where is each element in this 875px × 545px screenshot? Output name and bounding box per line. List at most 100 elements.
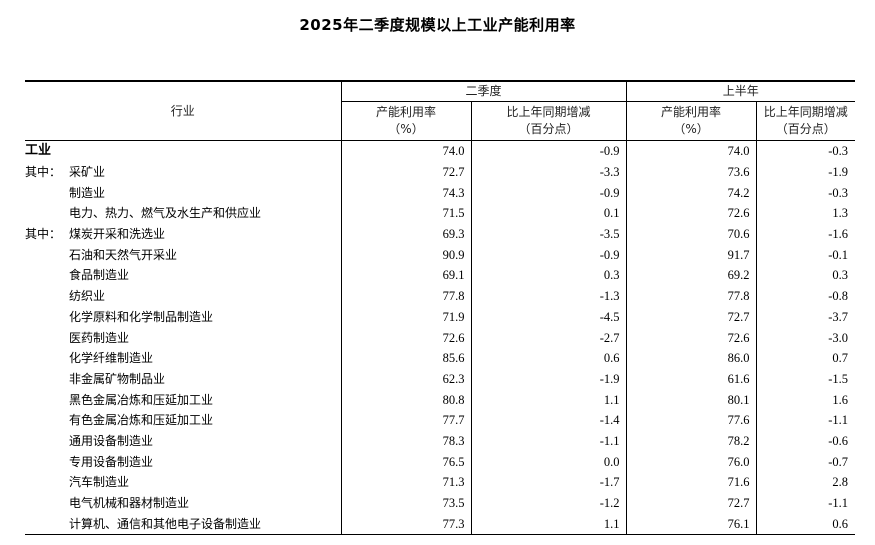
h1-rate-cell: 71.6 <box>625 472 757 493</box>
h1-change-cell: -0.3 <box>755 140 856 162</box>
q2-rate-unit: （%） <box>388 122 424 136</box>
q2-change-cell: 1.1 <box>470 513 627 536</box>
q2-rate-cell: 90.9 <box>340 244 471 266</box>
h1-rate-cell: 72.6 <box>625 327 757 348</box>
q2-rate-cell: 71.5 <box>340 203 471 224</box>
h1-change-cell: -1.1 <box>755 492 856 514</box>
table-row: 有色金属冶炼和压延加工业 77.7 -1.4 77.6 -1.1 <box>25 409 856 431</box>
table-row: 电力、热力、燃气及水生产和供应业 71.5 0.1 72.6 1.3 <box>25 203 856 224</box>
h1-rate-cell: 73.6 <box>625 161 757 183</box>
industry-name: 电力、热力、燃气及水生产和供应业 <box>69 206 262 221</box>
q2-rate-cell: 77.3 <box>340 513 471 536</box>
q2-change-cell: -1.9 <box>470 368 627 390</box>
industry-name-cell: 电气机械和器材制造业 <box>25 493 341 514</box>
h1-change-cell: -3.0 <box>755 327 856 348</box>
q2-change-cell: 0.1 <box>470 203 627 224</box>
q2-rate-cell: 71.3 <box>340 472 471 493</box>
q2-rate-header: 产能利用率 （%） <box>340 101 471 141</box>
industry-name-cell: 食品制造业 <box>25 265 341 286</box>
h1-rate-cell: 74.2 <box>625 182 757 204</box>
h1-rate-cell: 70.6 <box>625 223 757 245</box>
table-row: 化学原料和化学制品制造业 71.9 -4.5 72.7 -3.7 <box>25 306 856 328</box>
q2-change-cell: -4.5 <box>470 306 627 328</box>
h1-rate-unit: （%） <box>673 122 709 136</box>
h1-change-cell: -3.7 <box>755 306 856 328</box>
q2-rate-cell: 77.8 <box>340 285 471 307</box>
industry-name-cell: 医药制造业 <box>25 327 341 348</box>
h1-change-unit: （百分点） <box>775 122 836 136</box>
q2-change-header: 比上年同期增减 （百分点） <box>470 101 627 141</box>
h1-rate-cell: 61.6 <box>625 368 757 390</box>
q2-change-cell: -0.9 <box>470 182 627 204</box>
q2-change-cell: 1.1 <box>470 389 627 410</box>
h1-rate-cell: 76.1 <box>625 513 757 536</box>
industry-name: 有色金属冶炼和压延加工业 <box>69 413 214 428</box>
table-row: 非金属矿物制品业 62.3 -1.9 61.6 -1.5 <box>25 368 856 390</box>
industry-name-cell: 石油和天然气开采业 <box>25 244 341 265</box>
h1-change-cell: -1.9 <box>755 161 856 183</box>
page-title: 2025年二季度规模以上工业产能利用率 <box>299 16 576 34</box>
q2-change-cell: -2.7 <box>470 327 627 348</box>
h1-change-cell: -1.5 <box>755 368 856 390</box>
h1-change-cell: 0.3 <box>755 265 856 286</box>
h1-rate-cell: 77.6 <box>625 409 757 431</box>
industry-header: 行业 <box>25 80 341 141</box>
h1-rate-cell: 77.8 <box>625 285 757 307</box>
industry-name: 制造业 <box>69 185 106 200</box>
industry-name: 煤炭开采和洗选业 <box>69 227 166 242</box>
industry-name: 计算机、通信和其他电子设备制造业 <box>69 516 262 531</box>
table-row: 其中： 煤炭开采和洗选业 69.3 -3.5 70.6 -1.6 <box>25 223 856 245</box>
q2-change-cell: -1.4 <box>470 409 627 431</box>
industry-name: 通用设备制造业 <box>69 433 154 448</box>
industry-name-cell: 非金属矿物制品业 <box>25 369 341 390</box>
h1-rate-header: 产能利用率 （%） <box>625 101 757 141</box>
q2-change-cell: -0.9 <box>470 244 627 266</box>
q2-change-cell: -3.3 <box>470 161 627 183</box>
q2-rate-cell: 62.3 <box>340 368 471 390</box>
h1-rate-cell: 76.0 <box>625 451 757 472</box>
industry-name: 电气机械和器材制造业 <box>69 496 190 511</box>
q2-change-cell: -3.5 <box>470 223 627 245</box>
q2-rate-cell: 71.9 <box>340 306 471 328</box>
q2-change-cell: 0.0 <box>470 451 627 472</box>
table-row: 工业 74.0 -0.9 74.0 -0.3 <box>25 140 856 162</box>
q2-rate-cell: 72.7 <box>340 161 471 183</box>
h1-change-cell: -0.3 <box>755 182 856 204</box>
industry-name: 医药制造业 <box>69 330 130 345</box>
q2-rate-cell: 69.3 <box>340 223 471 245</box>
h1-rate-cell: 69.2 <box>625 265 757 286</box>
q2-change-cell: 0.3 <box>470 265 627 286</box>
industry-name-cell: 计算机、通信和其他电子设备制造业 <box>25 513 341 536</box>
industry-prefix: 其中： <box>25 165 62 180</box>
table-row: 医药制造业 72.6 -2.7 72.6 -3.0 <box>25 327 856 348</box>
h1-change-cell: -0.6 <box>755 430 856 452</box>
h1-change-cell: 1.3 <box>755 203 856 224</box>
h1-group-header: 上半年 <box>625 80 856 102</box>
table-row: 制造业 74.3 -0.9 74.2 -0.3 <box>25 182 856 204</box>
q2-rate-cell: 85.6 <box>340 347 471 369</box>
h1-change-cell: -1.1 <box>755 409 856 431</box>
h1-rate-cell: 80.1 <box>625 389 757 410</box>
q2-group-header: 二季度 <box>340 80 627 102</box>
table-row: 石油和天然气开采业 90.9 -0.9 91.7 -0.1 <box>25 244 856 266</box>
h1-rate-label: 产能利用率 <box>661 105 722 119</box>
industry-name: 化学纤维制造业 <box>69 351 154 366</box>
industry-name-cell: 电力、热力、燃气及水生产和供应业 <box>25 203 341 224</box>
industry-name: 食品制造业 <box>69 268 130 283</box>
q2-rate-cell: 80.8 <box>340 389 471 410</box>
h1-rate-cell: 72.7 <box>625 306 757 328</box>
industry-name-cell: 工业 <box>25 141 341 162</box>
industry-name: 化学原料和化学制品制造业 <box>69 309 214 324</box>
h1-change-label: 比上年同期增减 <box>763 105 848 119</box>
industry-name: 工业 <box>25 143 52 159</box>
industry-name: 黑色金属冶炼和压延加工业 <box>69 392 214 407</box>
industry-name: 石油和天然气开采业 <box>69 247 178 262</box>
table-row: 专用设备制造业 76.5 0.0 76.0 -0.7 <box>25 451 856 472</box>
h1-rate-cell: 72.7 <box>625 492 757 514</box>
table-row: 汽车制造业 71.3 -1.7 71.6 2.8 <box>25 472 856 493</box>
q2-change-cell: -1.7 <box>470 472 627 493</box>
q2-change-cell: -0.9 <box>470 140 627 162</box>
industry-name-cell: 专用设备制造业 <box>25 451 341 472</box>
industry-name: 采矿业 <box>69 165 106 180</box>
h1-rate-cell: 78.2 <box>625 430 757 452</box>
